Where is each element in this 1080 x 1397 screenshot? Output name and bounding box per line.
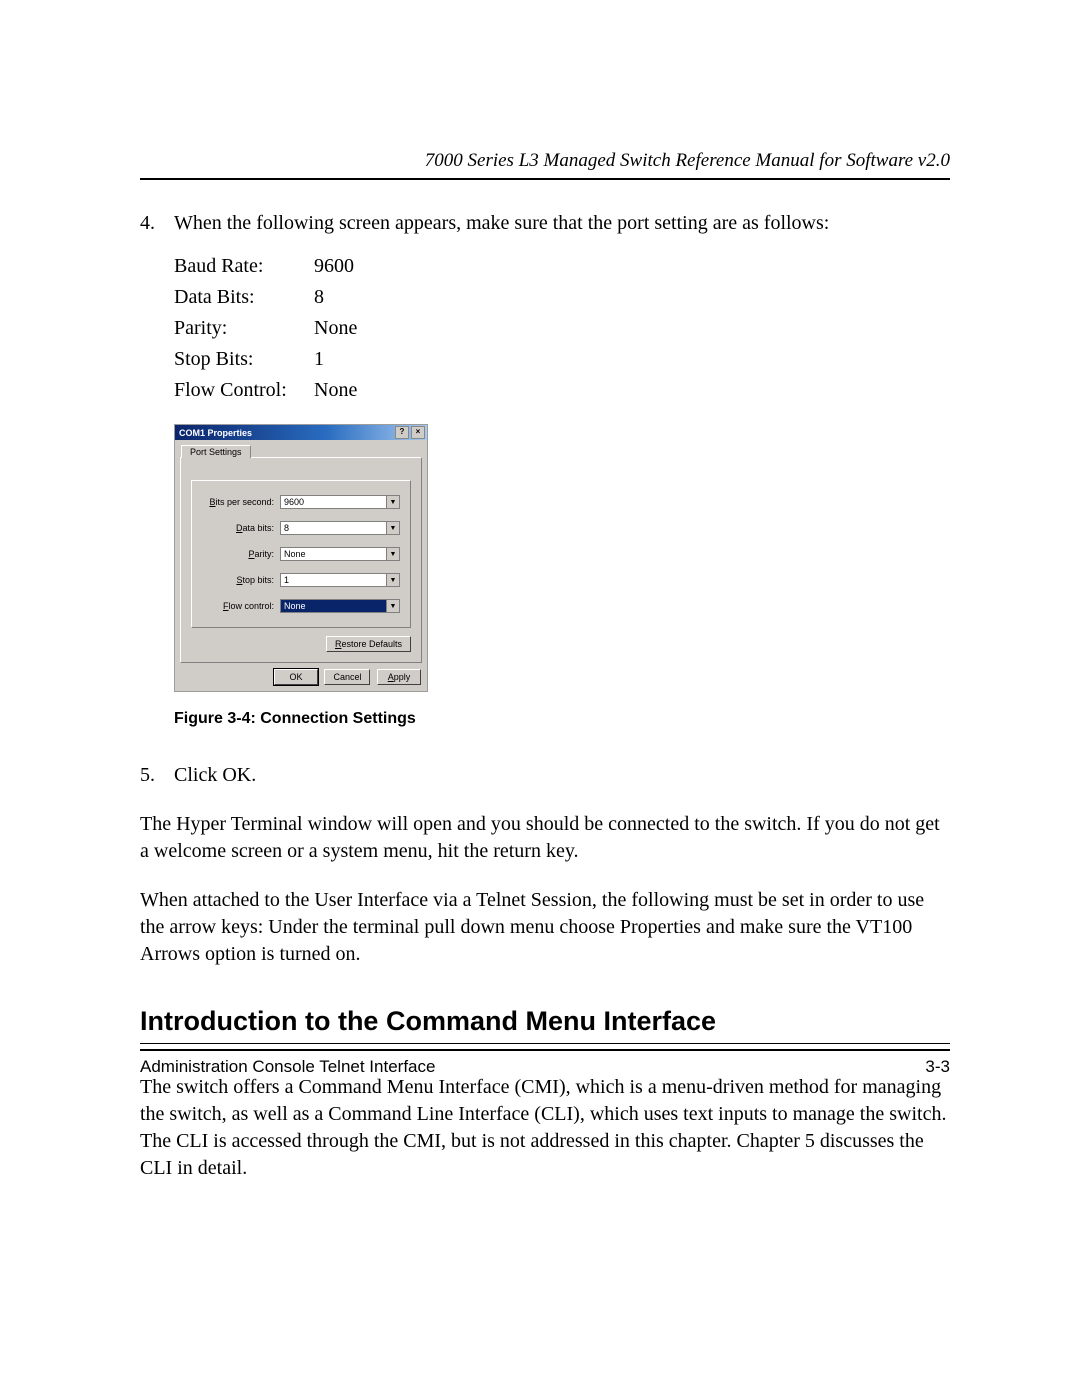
- select-value: 1: [284, 575, 289, 585]
- restore-defaults-button[interactable]: Restore Defaults: [326, 636, 411, 652]
- field-label: Parity:: [202, 549, 280, 559]
- setting-value: 9600: [314, 251, 354, 282]
- settings-group: Bits per second: 9600 ▼ Data bits: 8 ▼ P…: [191, 480, 411, 628]
- step-number: 5.: [140, 762, 174, 789]
- figure-caption: Figure 3-4: Connection Settings: [174, 710, 950, 728]
- field-flow-control: Flow control: None ▼: [202, 599, 400, 613]
- step-4: 4. When the following screen appears, ma…: [140, 210, 950, 237]
- chevron-down-icon: ▼: [386, 574, 399, 586]
- step-5: 5. Click OK.: [140, 762, 950, 789]
- setting-value: 8: [314, 282, 324, 313]
- port-settings-list: Baud Rate: 9600 Data Bits: 8 Parity: Non…: [174, 251, 950, 406]
- paragraph: The Hyper Terminal window will open and …: [140, 811, 950, 865]
- stop-bits-select[interactable]: 1 ▼: [280, 573, 400, 587]
- select-value: None: [284, 549, 306, 559]
- footer-left: Administration Console Telnet Interface: [140, 1057, 435, 1077]
- field-parity: Parity: None ▼: [202, 547, 400, 561]
- setting-value: None: [314, 313, 357, 344]
- running-header: 7000 Series L3 Managed Switch Reference …: [140, 150, 950, 172]
- step-text: Click OK.: [174, 762, 950, 789]
- setting-label: Flow Control:: [174, 375, 314, 406]
- section-rule: [140, 1043, 950, 1044]
- parity-select[interactable]: None ▼: [280, 547, 400, 561]
- field-bits-per-second: Bits per second: 9600 ▼: [202, 495, 400, 509]
- flow-control-select[interactable]: None ▼: [280, 599, 400, 613]
- help-icon[interactable]: ?: [395, 426, 409, 439]
- field-label: Flow control:: [202, 601, 280, 611]
- chevron-down-icon: ▼: [386, 522, 399, 534]
- close-icon[interactable]: ×: [411, 426, 425, 439]
- bits-per-second-select[interactable]: 9600 ▼: [280, 495, 400, 509]
- setting-value: 1: [314, 344, 324, 375]
- footer-rule: [140, 1049, 950, 1051]
- setting-label: Parity:: [174, 313, 314, 344]
- dialog-title: COM1 Properties: [179, 428, 252, 438]
- chevron-down-icon: ▼: [386, 548, 399, 560]
- page-footer: Administration Console Telnet Interface …: [140, 1049, 950, 1077]
- step-number: 4.: [140, 210, 174, 237]
- setting-label: Data Bits:: [174, 282, 314, 313]
- cancel-button[interactable]: Cancel: [324, 669, 370, 685]
- paragraph: The switch offers a Command Menu Interfa…: [140, 1074, 950, 1182]
- dialog-panel: Bits per second: 9600 ▼ Data bits: 8 ▼ P…: [180, 457, 422, 663]
- section-heading: Introduction to the Command Menu Interfa…: [140, 1006, 950, 1037]
- dialog-titlebar: COM1 Properties ? ×: [175, 425, 427, 440]
- field-stop-bits: Stop bits: 1 ▼: [202, 573, 400, 587]
- com1-properties-dialog: COM1 Properties ? × Port Settings Bits p…: [174, 424, 428, 692]
- setting-value: None: [314, 375, 357, 406]
- apply-button[interactable]: Apply: [377, 669, 421, 685]
- header-rule: [140, 178, 950, 180]
- select-value: None: [284, 601, 306, 611]
- setting-row: Stop Bits: 1: [174, 344, 950, 375]
- data-bits-select[interactable]: 8 ▼: [280, 521, 400, 535]
- tab-port-settings[interactable]: Port Settings: [181, 445, 251, 458]
- paragraph: When attached to the User Interface via …: [140, 887, 950, 968]
- setting-label: Stop Bits:: [174, 344, 314, 375]
- step-text: When the following screen appears, make …: [174, 210, 950, 237]
- setting-label: Baud Rate:: [174, 251, 314, 282]
- field-label: Stop bits:: [202, 575, 280, 585]
- select-value: 9600: [284, 497, 304, 507]
- field-label: Data bits:: [202, 523, 280, 533]
- setting-row: Baud Rate: 9600: [174, 251, 950, 282]
- chevron-down-icon: ▼: [386, 600, 399, 612]
- tab-strip: Port Settings: [175, 440, 427, 457]
- select-value: 8: [284, 523, 289, 533]
- chevron-down-icon: ▼: [386, 496, 399, 508]
- setting-row: Flow Control: None: [174, 375, 950, 406]
- dialog-button-row: OK Cancel Apply: [175, 669, 427, 691]
- setting-row: Data Bits: 8: [174, 282, 950, 313]
- field-label: Bits per second:: [202, 497, 280, 507]
- setting-row: Parity: None: [174, 313, 950, 344]
- footer-page-number: 3-3: [925, 1057, 950, 1077]
- ok-button[interactable]: OK: [274, 669, 318, 685]
- field-data-bits: Data bits: 8 ▼: [202, 521, 400, 535]
